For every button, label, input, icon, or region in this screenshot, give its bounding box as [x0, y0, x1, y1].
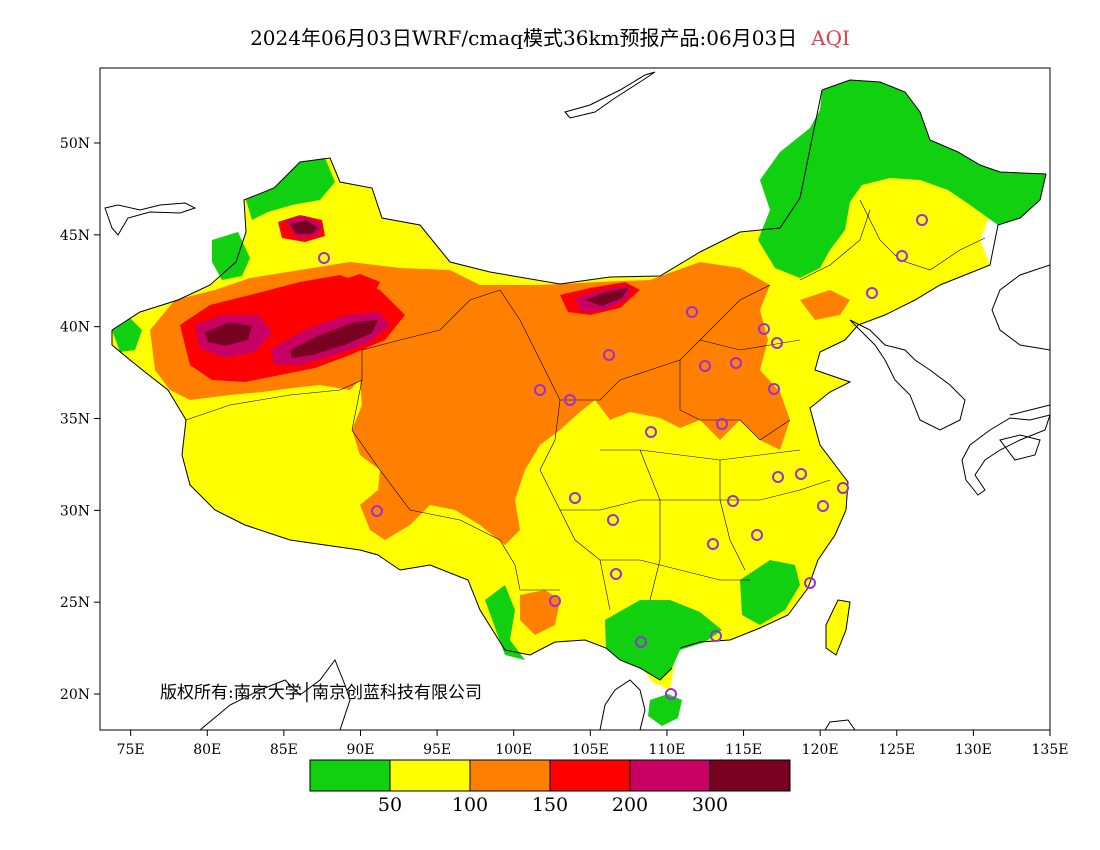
- x-tick-label: 75E: [117, 742, 145, 758]
- region-good-kashgar: [112, 318, 142, 352]
- x-tick-label: 95E: [423, 742, 451, 758]
- region-good-northeast: [758, 80, 1046, 278]
- x-tick-label: 105E: [572, 742, 609, 758]
- region-hazardous-mongolia: [585, 288, 628, 306]
- x-tick-label: 85E: [270, 742, 298, 758]
- colorbar-swatch: [549, 759, 631, 792]
- province-borders: [185, 199, 986, 611]
- region-good-hainan: [648, 694, 682, 726]
- y-tick-label: 45N: [60, 228, 90, 244]
- x-tick-label: 90E: [346, 742, 374, 758]
- colorbar-swatch: [469, 759, 551, 792]
- region-good-fujian: [740, 560, 800, 625]
- x-tick-label: 130E: [955, 742, 992, 758]
- colorbar-swatch: [629, 759, 711, 792]
- colorbar-swatch: [709, 759, 791, 792]
- title-aqi: AQI: [811, 26, 850, 50]
- y-tick-label: 25N: [60, 595, 90, 611]
- colorbar-label: 150: [532, 794, 568, 816]
- colorbar-label: 200: [612, 794, 648, 816]
- map-area: [104, 71, 1050, 730]
- region-good-tianshan: [246, 158, 335, 220]
- x-tick-label: 120E: [802, 742, 839, 758]
- colorbar-label: 100: [452, 794, 488, 816]
- country-borders: [111, 79, 1047, 681]
- region-unhealthy-hami: [335, 274, 380, 298]
- region-good-west: [212, 232, 250, 280]
- colorbar-swatch: [309, 759, 391, 792]
- colorbar-label: 300: [692, 794, 728, 816]
- x-axis: 75E 80E 85E 90E 95E 100E 105E 110E 115E 120E 125E 1…: [117, 730, 1069, 758]
- x-tick-label: 80E: [193, 742, 221, 758]
- region-hazardous-north: [290, 220, 318, 234]
- region-hazardous-west: [205, 322, 252, 346]
- region-sensitive-hebei: [800, 290, 850, 320]
- colorbar-label: 50: [378, 794, 402, 816]
- region-taiwan: [825, 599, 851, 656]
- x-tick-label: 100E: [495, 742, 532, 758]
- map-frame: [99, 67, 1051, 731]
- x-tick-label: 115E: [725, 742, 762, 758]
- station-markers: [318, 214, 928, 700]
- region-good-yunnan: [485, 585, 525, 660]
- y-axis: 50N 45N 40N 35N 30N 25N 20N: [60, 136, 100, 703]
- neighbour-outlines: [104, 71, 1050, 730]
- x-tick-label: 125E: [878, 742, 915, 758]
- y-tick-label: 30N: [60, 503, 90, 519]
- y-tick-label: 20N: [60, 687, 90, 703]
- x-tick-label: 110E: [648, 742, 685, 758]
- colorbar-swatch: [389, 759, 471, 792]
- region-good-south: [605, 600, 722, 680]
- title-main: 2024年06月03日WRF/cmaq模式36km预报产品:06月03日: [250, 26, 798, 50]
- copyright-text: 版权所有:南京大学│南京创蓝科技有限公司: [160, 682, 482, 703]
- chart-title: 2024年06月03日WRF/cmaq模式36km预报产品:06月03日 AQI: [0, 22, 1100, 51]
- colorbar: 50 100 150 200 300: [309, 759, 791, 816]
- y-tick-label: 40N: [60, 320, 90, 336]
- x-tick-label: 135E: [1032, 742, 1069, 758]
- y-tick-label: 50N: [60, 136, 90, 152]
- region-hazardous-center: [290, 320, 378, 358]
- y-tick-label: 35N: [60, 412, 90, 428]
